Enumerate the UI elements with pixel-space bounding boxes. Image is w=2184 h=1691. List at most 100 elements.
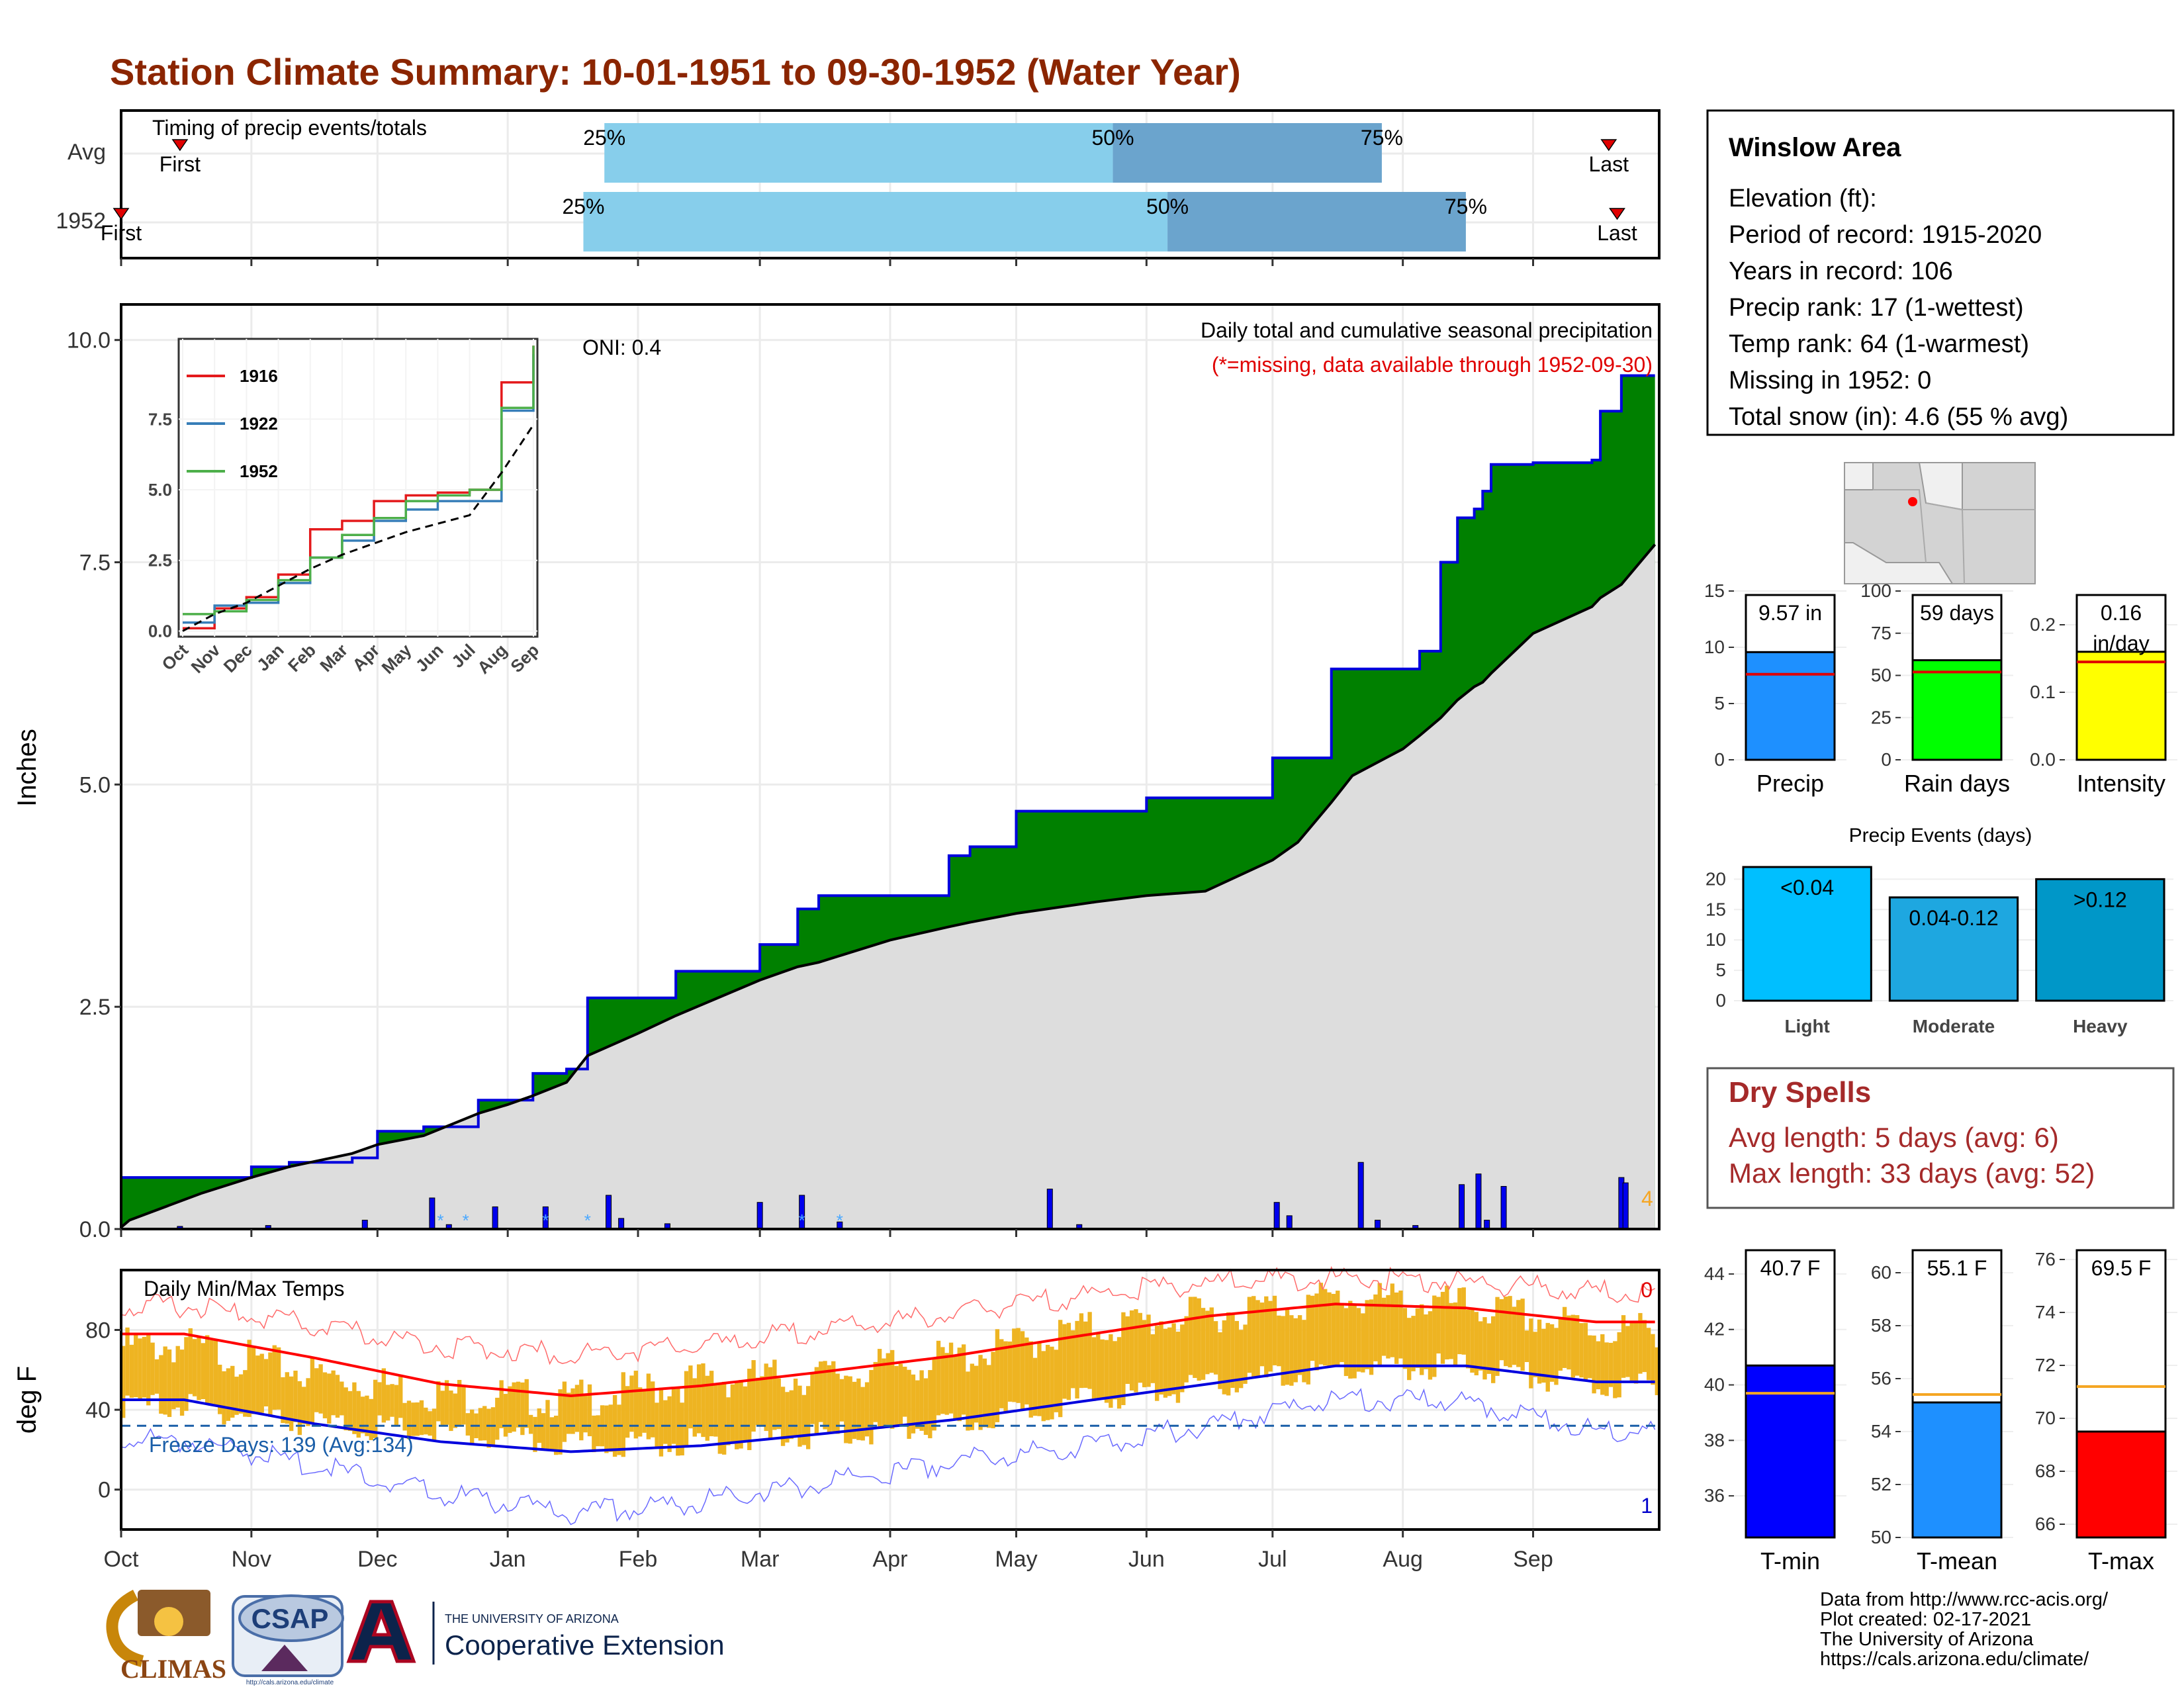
- daily-temp-bar: [806, 1386, 811, 1449]
- station-marker: [1908, 497, 1917, 506]
- daily-temp-bar: [877, 1349, 882, 1427]
- station-info-line: Precip rank: 17 (1-wettest): [1729, 294, 2024, 322]
- daily-temp-bar: [1348, 1301, 1353, 1379]
- station-info-line: Elevation (ft):: [1729, 185, 1877, 212]
- daily-temp-bar: [1155, 1326, 1160, 1401]
- daily-temp-bar: [663, 1400, 668, 1444]
- daily-temp-bar: [1453, 1302, 1458, 1366]
- daily-temp-bar: [1449, 1303, 1453, 1359]
- inset-legend-label: 1916: [240, 366, 278, 386]
- daily-temp-bar: [570, 1388, 575, 1434]
- daily-temp-bar: [1579, 1323, 1584, 1378]
- daily-temp-bar: [1377, 1283, 1382, 1365]
- daily-temp-bar: [486, 1408, 491, 1448]
- daily-precip-bar: [1484, 1220, 1490, 1230]
- daily-temp-bar: [730, 1384, 735, 1444]
- daily-temp-bar: [633, 1371, 639, 1439]
- daily-temp-bar: [995, 1329, 1000, 1422]
- daily-precip-bar: [429, 1197, 435, 1230]
- daily-temp-bar: [347, 1391, 353, 1431]
- daily-temp-bar: [453, 1393, 457, 1428]
- daily-temp-bar: [520, 1382, 525, 1436]
- daily-temp-bar: [222, 1371, 226, 1425]
- credit-line: Plot created: 02-17-2021: [1820, 1609, 2031, 1630]
- daily-temp-bar: [238, 1374, 244, 1414]
- daily-temp-bar: [1331, 1293, 1336, 1366]
- daily-temp-bar: [801, 1394, 807, 1445]
- daily-temp-bar: [1440, 1291, 1445, 1364]
- credit-line: The University of Arizona: [1820, 1629, 2034, 1650]
- daily-temp-bar: [814, 1367, 819, 1434]
- timing-bar-q3: [1167, 192, 1466, 251]
- precip-header: Daily total and cumulative seasonal prec…: [1201, 318, 1653, 342]
- daily-temp-bar: [1629, 1322, 1634, 1383]
- temp-ytick-label: 0: [98, 1478, 111, 1503]
- daily-temp-bar: [974, 1365, 979, 1423]
- daily-temp-bar: [709, 1371, 714, 1437]
- daily-temp-bar: [554, 1415, 559, 1455]
- summary-value-label: 69.5 F: [2091, 1256, 2152, 1280]
- climas-logo: CLIMAS: [106, 1589, 226, 1684]
- summary-ytick-label: 0.2: [2030, 614, 2056, 635]
- daily-temp-bar: [596, 1415, 600, 1447]
- events-title: Precip Events (days): [1849, 825, 2032, 846]
- daily-temp-bar: [604, 1405, 609, 1453]
- daily-temp-bar: [793, 1379, 798, 1438]
- daily-temp-bar: [1486, 1323, 1492, 1374]
- daily-temp-bar: [234, 1377, 239, 1415]
- daily-temp-bar: [739, 1380, 743, 1449]
- daily-temp-bar: [1243, 1324, 1248, 1384]
- daily-temp-bar: [314, 1368, 319, 1412]
- daily-temp-bar: [713, 1384, 718, 1437]
- credit-line: https://cals.arizona.edu/climate/: [1820, 1649, 2089, 1670]
- ua-logo: THE UNIVERSITY OF ARIZONA Cooperative Ex…: [346, 1600, 725, 1665]
- inset-legend-label: 1952: [240, 461, 278, 481]
- daily-temp-bar: [1003, 1341, 1008, 1412]
- last-marker: [1609, 208, 1625, 220]
- daily-temp-bar: [1495, 1297, 1500, 1376]
- month-label: Nov: [232, 1547, 271, 1572]
- summary-category-label: T-max: [2088, 1547, 2154, 1575]
- daily-precip-bar: [606, 1195, 612, 1230]
- daily-temp-bar: [1621, 1315, 1626, 1378]
- daily-temp-bar: [651, 1381, 655, 1438]
- daily-temp-bar: [394, 1385, 399, 1426]
- daily-temp-bar: [1625, 1326, 1630, 1377]
- daily-temp-bar: [331, 1370, 336, 1416]
- daily-temp-bar: [680, 1402, 684, 1456]
- inset-ytick-label: 0.0: [148, 621, 172, 641]
- daily-temp-bar: [1533, 1332, 1537, 1377]
- daily-temp-bar: [1091, 1337, 1097, 1401]
- temp-avg-max-line: [121, 1303, 1655, 1397]
- daily-temp-bar: [1180, 1324, 1185, 1393]
- inset-ytick-label: 7.5: [148, 409, 172, 429]
- temp-ytick-label: 80: [85, 1318, 111, 1343]
- daily-precip-bar: [1273, 1202, 1280, 1230]
- daily-temp-bar: [1432, 1295, 1437, 1377]
- daily-temp-bar: [760, 1376, 764, 1427]
- dry-spells-avg: Avg length: 5 days (avg: 6): [1729, 1122, 2059, 1153]
- p25-label: 25%: [562, 195, 604, 218]
- daily-temp-bar: [886, 1353, 890, 1425]
- daily-temp-bar: [592, 1415, 596, 1453]
- first-marker: [113, 208, 130, 220]
- daily-temp-bar: [856, 1378, 861, 1440]
- summary-bar: [1911, 659, 2003, 761]
- daily-temp-bar: [701, 1363, 705, 1438]
- summary-ytick-label: 58: [1871, 1315, 1891, 1336]
- month-label: Oct: [104, 1547, 139, 1572]
- daily-temp-bar: [978, 1355, 983, 1430]
- daily-temp-bar: [1268, 1301, 1273, 1372]
- daily-temp-bar: [1129, 1310, 1134, 1391]
- summary-ytick-label: 52: [1871, 1474, 1891, 1494]
- daily-temp-bar: [1600, 1334, 1605, 1395]
- daily-temp-bar: [780, 1387, 786, 1446]
- station-info-line: Temp rank: 64 (1-warmest): [1729, 330, 2029, 358]
- daily-temp-bar: [1314, 1293, 1319, 1371]
- daily-temp-bar: [848, 1376, 852, 1444]
- daily-temp-bar: [1369, 1299, 1374, 1375]
- daily-temp-bar: [1012, 1328, 1017, 1402]
- daily-temp-bar: [1465, 1309, 1471, 1369]
- daily-temp-bar: [852, 1381, 857, 1440]
- daily-temp-bar: [184, 1337, 189, 1411]
